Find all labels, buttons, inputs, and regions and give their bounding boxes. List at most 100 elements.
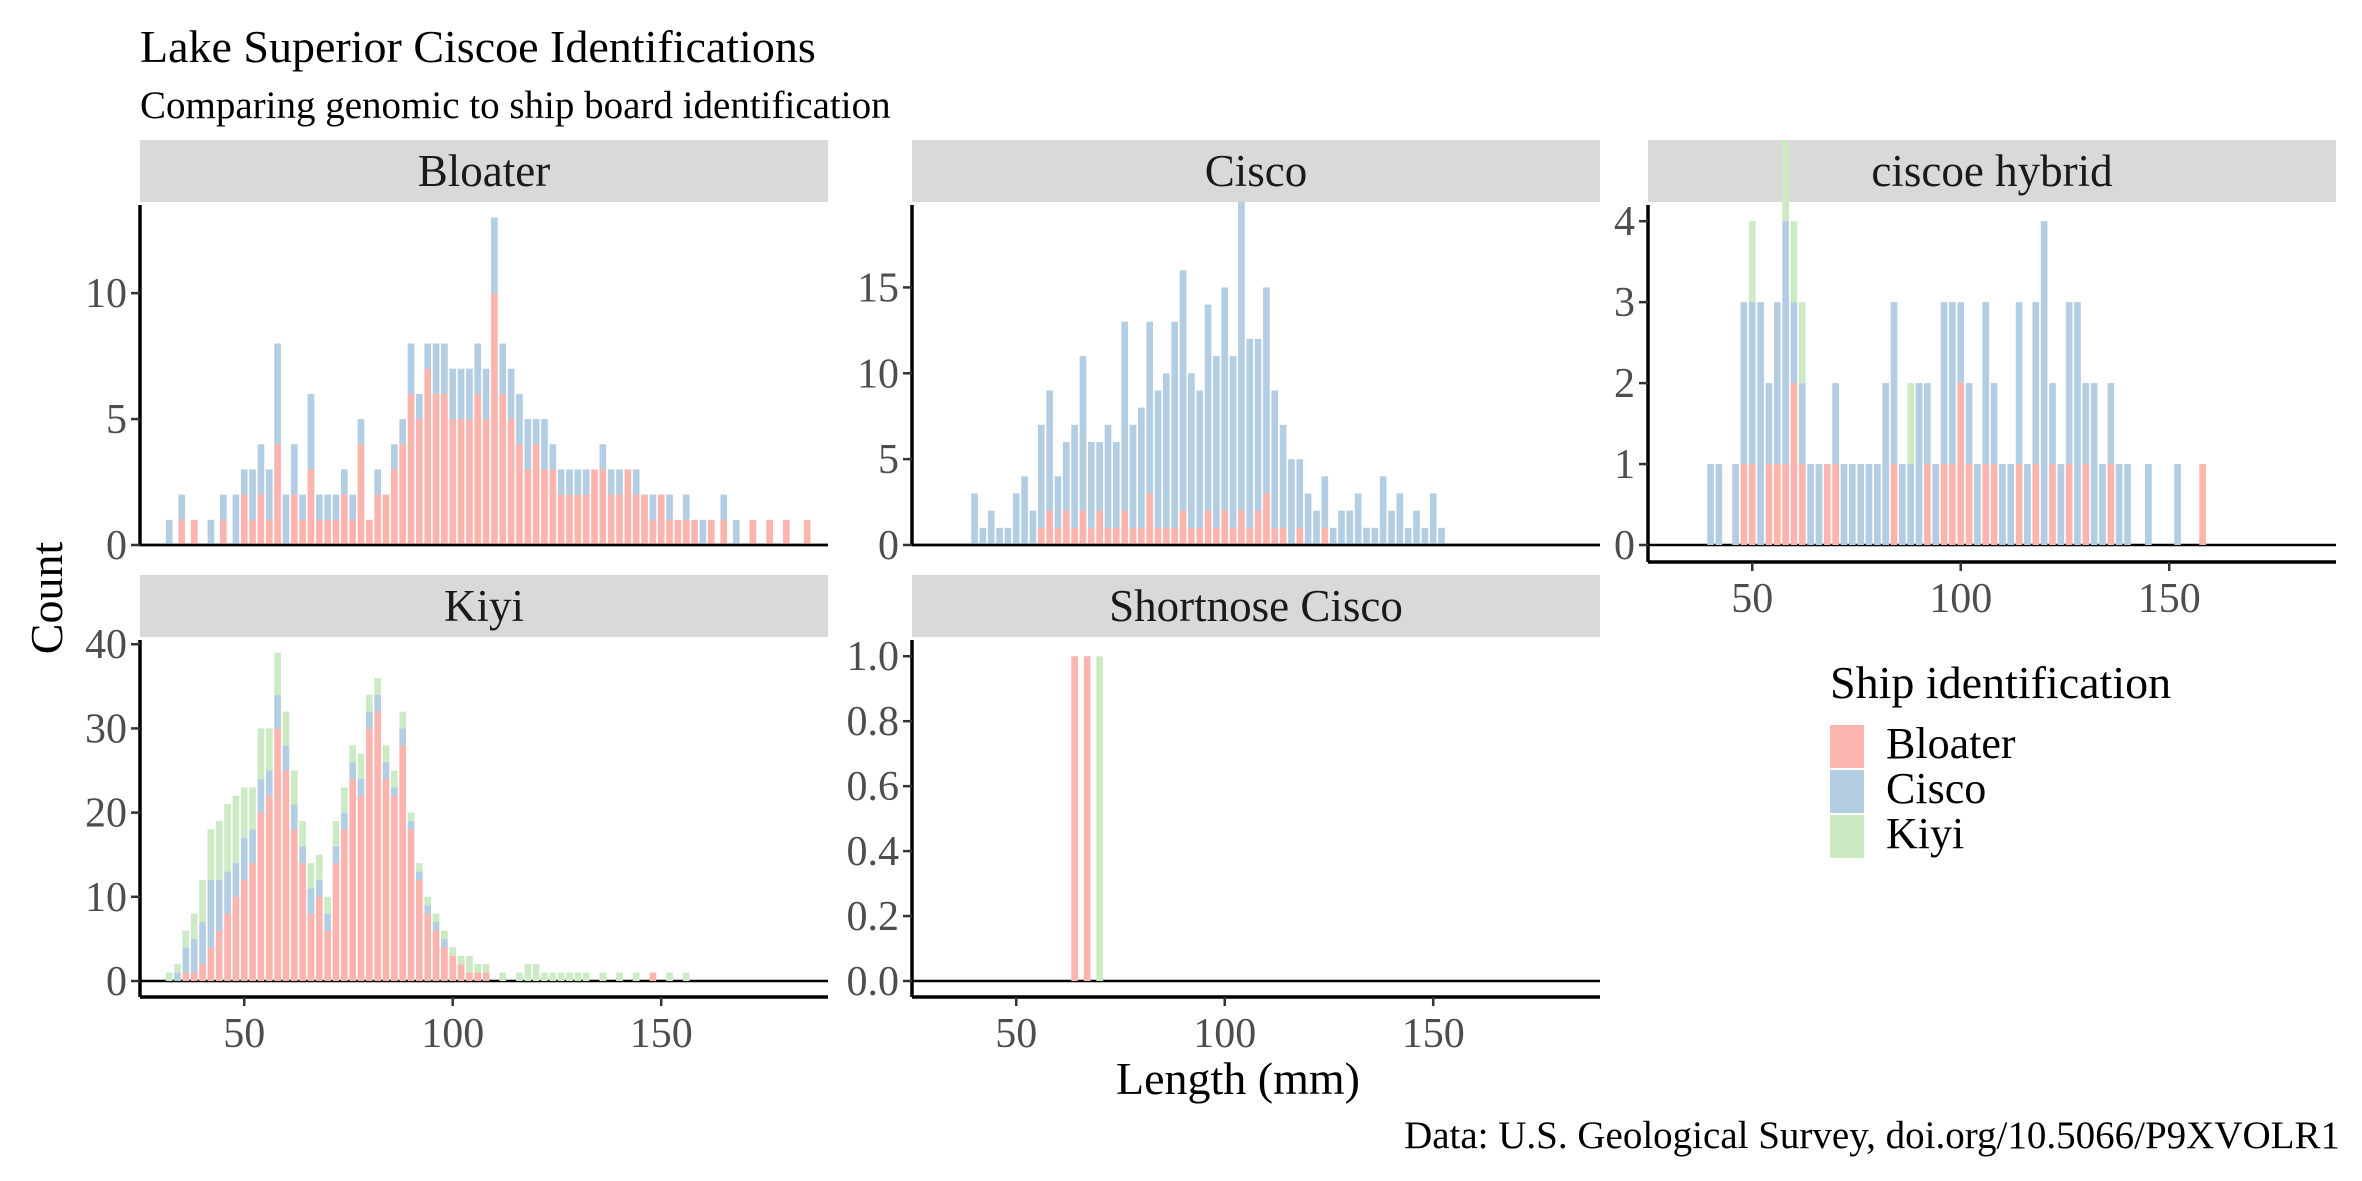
bar-bloater-cisco-52 <box>249 469 256 520</box>
bar-cisco-cisco-44 <box>987 510 995 545</box>
bar-ciscoe-hybrid-cisco-82 <box>1882 383 1890 545</box>
bar-cisco-cisco-98 <box>1213 356 1220 528</box>
bar-ciscoe-hybrid-cisco-42 <box>1715 464 1723 545</box>
bar-kiyi-bloater-78 <box>357 795 365 981</box>
bar-kiyi-kiyi-94 <box>424 896 432 906</box>
bar-kiyi-bloater-68 <box>315 896 323 981</box>
bar-cisco-bloater-68 <box>1087 527 1095 545</box>
bar-cisco-bloater-110 <box>1263 493 1270 545</box>
bar-bloater-cisco-160 <box>699 519 707 545</box>
bar-ciscoe-hybrid-kiyi-60 <box>1790 221 1798 303</box>
bar-bloater-bloater-90 <box>407 393 415 545</box>
bar-ciscoe-hybrid-bloater-108 <box>1990 464 1998 545</box>
bar-bloater-bloater-62 <box>290 494 298 545</box>
bar-ciscoe-hybrid-cisco-134 <box>2099 464 2106 545</box>
bar-bloater-cisco-106 <box>474 343 482 394</box>
y-tick-label-shortnose-cisco: 0.6 <box>847 764 900 810</box>
bar-bloater-bloater-58 <box>274 444 281 545</box>
bar-kiyi-kiyi-78 <box>357 753 365 779</box>
y-tick-label-bloater: 5 <box>106 397 127 443</box>
y-tick-label-kiyi: 30 <box>85 706 127 752</box>
legend-key-kiyi <box>1830 815 1864 858</box>
bar-bloater-cisco-56 <box>265 469 273 520</box>
bar-cisco-cisco-134 <box>1363 527 1370 545</box>
bar-ciscoe-hybrid-cisco-122 <box>2049 383 2056 465</box>
bar-ciscoe-hybrid-cisco-86 <box>1899 464 1906 545</box>
bar-cisco-cisco-120 <box>1304 493 1312 545</box>
bar-cisco-cisco-114 <box>1279 424 1287 528</box>
bar-kiyi-bloater-40 <box>199 964 206 981</box>
y-tick-label-cisco: 5 <box>878 437 899 483</box>
bar-cisco-bloater-124 <box>1321 527 1329 545</box>
legend-label-kiyi: Kiyi <box>1886 809 1964 858</box>
bar-cisco-cisco-54 <box>1029 510 1037 545</box>
bar-cisco-cisco-106 <box>1246 338 1254 528</box>
bar-kiyi-bloater-48 <box>232 896 240 981</box>
bar-kiyi-bloater-98 <box>441 947 448 981</box>
bar-ciscoe-hybrid-bloater-84 <box>1890 464 1898 545</box>
bar-kiyi-bloater-96 <box>432 930 440 981</box>
y-tick-label-ciscoe-hybrid: 0 <box>1614 523 1635 569</box>
bar-bloater-bloater-96 <box>432 393 440 545</box>
bar-kiyi-bloater-76 <box>349 778 356 981</box>
bar-bloater-bloater-130 <box>574 494 582 545</box>
bar-ciscoe-hybrid-bloater-50 <box>1748 464 1756 545</box>
bar-kiyi-bloater-148 <box>649 972 657 981</box>
bar-kiyi-bloater-52 <box>249 863 256 981</box>
y-tick-label-shortnose-cisco: 0.0 <box>847 959 900 1005</box>
bar-ciscoe-hybrid-bloater-58 <box>1782 464 1789 545</box>
bar-ciscoe-hybrid-cisco-128 <box>2074 302 2081 545</box>
bar-ciscoe-hybrid-cisco-50 <box>1748 302 1756 465</box>
bar-bloater-bloater-172 <box>749 519 757 545</box>
bar-cisco-cisco-78 <box>1129 424 1137 528</box>
bar-cisco-cisco-40 <box>971 493 978 545</box>
bar-bloater-cisco-156 <box>682 494 690 520</box>
bar-kiyi-bloater-72 <box>332 863 340 981</box>
bar-kiyi-kiyi-116 <box>516 972 523 981</box>
bar-bloater-bloater-132 <box>582 494 590 545</box>
bar-kiyi-kiyi-112 <box>499 972 507 981</box>
bar-cisco-cisco-74 <box>1112 441 1120 528</box>
bar-kiyi-bloater-74 <box>340 829 348 981</box>
facet-strip-label-ciscoe-hybrid: ciscoe hybrid <box>1871 146 2112 196</box>
bar-bloater-cisco-128 <box>566 469 573 495</box>
bar-ciscoe-hybrid-cisco-112 <box>2007 464 2015 545</box>
bar-cisco-cisco-80 <box>1137 407 1145 528</box>
bar-cisco-cisco-152 <box>1438 527 1445 545</box>
bar-bloater-cisco-60 <box>282 494 290 545</box>
legend-label-cisco: Cisco <box>1886 764 1986 813</box>
bar-bloater-bloater-80 <box>365 519 373 545</box>
bar-kiyi-cisco-64 <box>299 846 306 864</box>
bar-bloater-cisco-88 <box>399 419 407 445</box>
bar-bloater-cisco-110 <box>491 217 498 294</box>
bar-ciscoe-hybrid-bloater-102 <box>1965 464 1973 545</box>
y-tick-label-cisco: 10 <box>857 351 899 397</box>
bar-kiyi-kiyi-106 <box>474 964 482 973</box>
bar-kiyi-kiyi-40 <box>199 879 206 923</box>
bar-cisco-cisco-86 <box>1163 373 1170 528</box>
bar-cisco-cisco-64 <box>1071 424 1078 528</box>
bar-kiyi-bloater-54 <box>257 812 265 981</box>
bar-kiyi-kiyi-118 <box>524 964 532 981</box>
bar-ciscoe-hybrid-cisco-132 <box>2090 383 2098 545</box>
bar-bloater-bloater-176 <box>766 519 773 545</box>
bar-bloater-cisco-138 <box>607 469 615 495</box>
bar-cisco-cisco-88 <box>1171 321 1179 528</box>
bar-bloater-cisco-130 <box>574 469 582 495</box>
x-tick-label-shortnose-cisco: 50 <box>995 1011 1037 1057</box>
bar-bloater-bloater-162 <box>707 519 715 545</box>
bar-bloater-bloater-64 <box>299 519 306 545</box>
bar-kiyi-kiyi-96 <box>432 913 440 923</box>
bar-bloater-cisco-68 <box>315 494 323 520</box>
bar-cisco-cisco-138 <box>1379 476 1387 545</box>
bar-kiyi-bloater-58 <box>274 728 281 981</box>
bar-bloater-bloater-66 <box>307 469 315 545</box>
bar-bloater-bloater-102 <box>457 419 465 545</box>
bar-bloater-bloater-88 <box>399 444 407 545</box>
bar-ciscoe-hybrid-cisco-94 <box>1932 464 1940 545</box>
bar-ciscoe-hybrid-bloater-118 <box>2032 464 2040 545</box>
bar-bloater-bloater-110 <box>491 293 498 545</box>
bar-bloater-cisco-144 <box>632 469 640 495</box>
y-tick-label-kiyi: 20 <box>85 791 127 837</box>
bar-ciscoe-hybrid-cisco-152 <box>2174 464 2181 545</box>
